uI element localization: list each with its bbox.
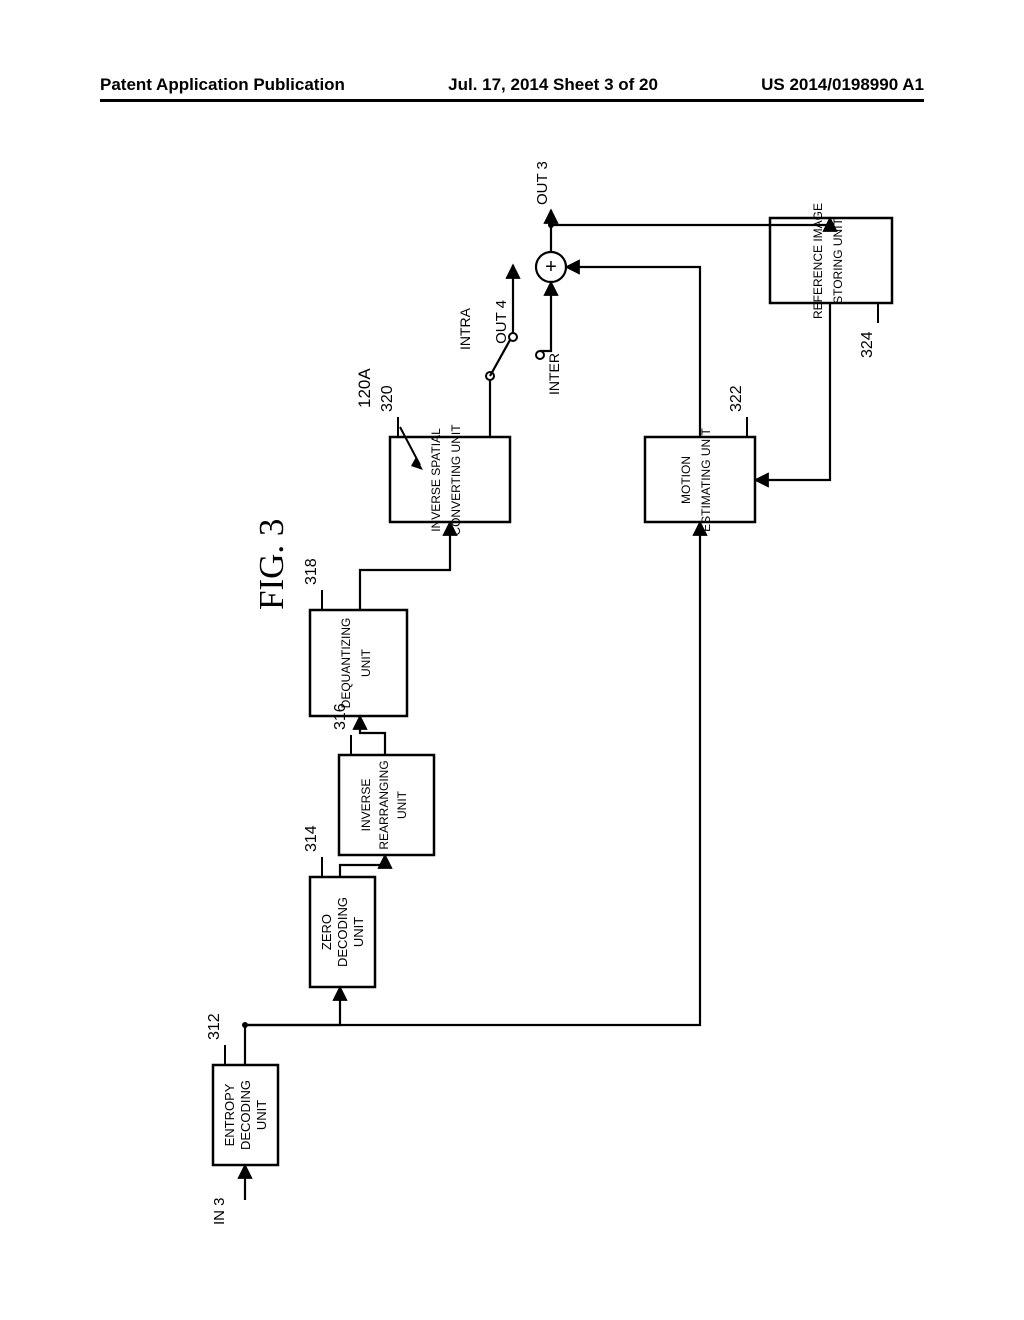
- edge-adder-out3: OUT 3: [534, 161, 551, 252]
- edge-junction-324: [548, 218, 831, 228]
- ref-314: 314: [303, 825, 320, 852]
- edge-314-316: [340, 855, 385, 877]
- box-324-line2: STORING UNIT: [831, 217, 845, 303]
- box-324-line1: REFERENCE IMAGE: [811, 203, 825, 319]
- box-316-line3: UNIT: [395, 790, 409, 819]
- switch-intra-terminal: [509, 333, 517, 341]
- ref-324: 324: [859, 331, 876, 358]
- box-322-line2: ESTIMATING UNIT: [699, 427, 713, 531]
- ref-322: 322: [728, 385, 745, 412]
- box-316: INVERSE REARRANGING UNIT 316: [332, 703, 434, 855]
- edge-322-adder: [566, 267, 700, 437]
- adder-symbol: +: [545, 256, 557, 278]
- ref-label-120a: 120A: [355, 368, 374, 408]
- box-316-line2: REARRANGING: [377, 760, 391, 849]
- box-318: DEQUANTIZING UNIT 318: [303, 558, 407, 716]
- box-318-line2: UNIT: [359, 648, 373, 677]
- box-316-line1: INVERSE: [359, 779, 373, 832]
- box-320-line2: CONVERTING UNIT: [449, 424, 463, 536]
- ref-312: 312: [206, 1013, 223, 1040]
- box-312-line2: DECODING: [238, 1080, 253, 1150]
- edge-318-320: [360, 522, 450, 610]
- box-320-line1: INVERSE SPATIAL: [429, 428, 443, 532]
- box-314-line1: ZERO: [319, 914, 334, 950]
- label-inter: INTER: [546, 353, 562, 395]
- box-312: ENTROPY DECODING UNIT 312: [206, 1013, 278, 1165]
- box-312-line3: UNIT: [254, 1100, 269, 1130]
- page: Patent Application Publication Jul. 17, …: [0, 0, 1024, 1320]
- box-322-line1: MOTION: [679, 456, 693, 504]
- switch-inter-terminal: [536, 351, 544, 359]
- adder: +: [536, 252, 566, 282]
- label-out3: OUT 3: [534, 161, 551, 205]
- edge-inter-adder: [540, 282, 551, 351]
- edge-324-322: [755, 303, 830, 480]
- box-314-line3: UNIT: [351, 917, 366, 947]
- ref-318: 318: [303, 558, 320, 585]
- box-312-line1: ENTROPY: [222, 1083, 237, 1146]
- ref-320: 320: [379, 385, 396, 412]
- box-314-line2: DECODING: [335, 897, 350, 967]
- edge-316-318: [360, 716, 385, 755]
- diagram-svg: 120A ENTROPY DECODING UNIT 312 ZERO DECO…: [0, 0, 1024, 1320]
- edge-intra-out4: OUT 4: [493, 265, 513, 344]
- label-in3: IN 3: [211, 1197, 228, 1225]
- label-out4: OUT 4: [493, 300, 510, 344]
- edge-in3-312: IN 3: [211, 1165, 245, 1225]
- label-intra: INTRA: [457, 307, 473, 350]
- box-318-line1: DEQUANTIZING: [339, 618, 353, 709]
- edge-320-switch: [486, 372, 494, 437]
